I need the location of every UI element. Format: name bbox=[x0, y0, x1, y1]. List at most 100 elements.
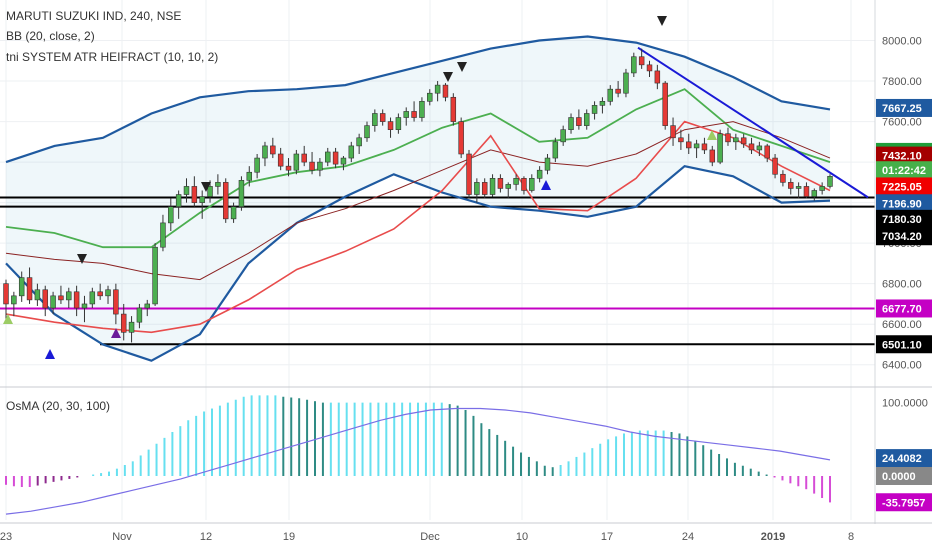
candle[interactable] bbox=[599, 97, 606, 114]
candle[interactable] bbox=[560, 125, 566, 146]
candle[interactable] bbox=[481, 178, 488, 199]
candle[interactable] bbox=[764, 143, 770, 163]
candle[interactable] bbox=[309, 151, 315, 175]
candle[interactable] bbox=[803, 182, 810, 199]
osma-histogram[interactable] bbox=[5, 395, 831, 515]
candle[interactable] bbox=[756, 141, 763, 157]
candle[interactable] bbox=[568, 113, 574, 134]
candle[interactable] bbox=[497, 174, 504, 193]
candle[interactable] bbox=[678, 129, 684, 150]
candle[interactable] bbox=[332, 147, 339, 169]
candlestick-series[interactable] bbox=[3, 48, 833, 343]
candle[interactable] bbox=[128, 316, 135, 343]
candle[interactable] bbox=[725, 127, 731, 146]
down-trendline[interactable] bbox=[637, 46, 869, 199]
candle[interactable] bbox=[97, 283, 103, 300]
candle[interactable] bbox=[442, 83, 449, 102]
candle[interactable] bbox=[576, 109, 582, 130]
candle[interactable] bbox=[285, 158, 292, 177]
candle[interactable] bbox=[325, 147, 331, 167]
candle[interactable] bbox=[301, 145, 307, 167]
candle[interactable] bbox=[583, 109, 590, 130]
candle[interactable] bbox=[638, 48, 645, 69]
candle[interactable] bbox=[3, 279, 9, 321]
candle[interactable] bbox=[293, 149, 300, 175]
bollinger-legend[interactable]: BB (20, close, 2) bbox=[6, 29, 95, 43]
candle[interactable] bbox=[113, 283, 119, 325]
candle[interactable] bbox=[780, 170, 786, 187]
candle[interactable] bbox=[58, 285, 64, 304]
candle[interactable] bbox=[73, 285, 80, 317]
candle[interactable] bbox=[772, 154, 778, 179]
candle[interactable] bbox=[136, 303, 143, 329]
candle[interactable] bbox=[521, 176, 527, 195]
candle[interactable] bbox=[819, 182, 825, 195]
candle[interactable] bbox=[552, 137, 559, 163]
candle[interactable] bbox=[411, 101, 417, 122]
candle[interactable] bbox=[372, 109, 378, 132]
candle[interactable] bbox=[686, 133, 692, 154]
candle[interactable] bbox=[144, 299, 150, 317]
candle[interactable] bbox=[693, 139, 700, 159]
candle[interactable] bbox=[160, 214, 166, 252]
candle[interactable] bbox=[419, 97, 425, 122]
osma-legend[interactable]: OsMA (20, 30, 100) bbox=[6, 399, 111, 413]
candle[interactable] bbox=[168, 198, 174, 231]
candle[interactable] bbox=[709, 145, 716, 167]
atr-legend[interactable]: tni SYSTEM ATR HEIFRACT (10, 10, 2) bbox=[6, 50, 219, 64]
candle[interactable] bbox=[544, 154, 551, 175]
candle[interactable] bbox=[489, 174, 496, 197]
candle[interactable] bbox=[230, 202, 237, 223]
candle[interactable] bbox=[434, 81, 441, 102]
candle[interactable] bbox=[607, 85, 613, 106]
candle[interactable] bbox=[11, 291, 17, 317]
candle[interactable] bbox=[795, 182, 802, 199]
candle[interactable] bbox=[348, 141, 355, 163]
candle[interactable] bbox=[505, 182, 511, 199]
candle[interactable] bbox=[811, 188, 818, 201]
candle[interactable] bbox=[105, 285, 111, 304]
candle[interactable] bbox=[450, 93, 457, 126]
candle[interactable] bbox=[395, 113, 402, 134]
candle[interactable] bbox=[466, 149, 472, 199]
candle[interactable] bbox=[215, 174, 221, 195]
candle[interactable] bbox=[66, 287, 72, 308]
candle[interactable] bbox=[89, 287, 96, 308]
candle[interactable] bbox=[120, 303, 127, 341]
candle[interactable] bbox=[199, 190, 205, 219]
candle[interactable] bbox=[317, 158, 323, 177]
candle[interactable] bbox=[474, 178, 480, 203]
candle[interactable] bbox=[427, 89, 433, 106]
trendline[interactable] bbox=[637, 46, 869, 199]
candle[interactable] bbox=[748, 137, 755, 154]
candle[interactable] bbox=[238, 176, 245, 211]
candle[interactable] bbox=[733, 133, 739, 150]
candle[interactable] bbox=[262, 141, 268, 167]
candle[interactable] bbox=[81, 295, 88, 323]
candle[interactable] bbox=[654, 64, 661, 90]
candle[interactable] bbox=[513, 174, 519, 191]
candle[interactable] bbox=[356, 133, 362, 154]
candle[interactable] bbox=[717, 129, 723, 165]
candle[interactable] bbox=[387, 117, 394, 138]
candle[interactable] bbox=[50, 291, 56, 315]
candle[interactable] bbox=[740, 133, 747, 148]
candle[interactable] bbox=[223, 178, 229, 223]
candle[interactable] bbox=[152, 243, 158, 306]
candle[interactable] bbox=[183, 178, 190, 203]
candle[interactable] bbox=[246, 166, 253, 187]
candle[interactable] bbox=[364, 121, 370, 142]
candle[interactable] bbox=[670, 117, 676, 146]
symbol-legend[interactable]: MARUTI SUZUKI IND, 240, NSE bbox=[6, 9, 182, 23]
candle[interactable] bbox=[18, 271, 25, 302]
candle[interactable] bbox=[623, 68, 629, 98]
candle[interactable] bbox=[42, 285, 48, 317]
candle[interactable] bbox=[191, 176, 198, 207]
candle[interactable] bbox=[403, 107, 409, 126]
candle[interactable] bbox=[529, 174, 535, 193]
candle[interactable] bbox=[536, 166, 543, 183]
candle[interactable] bbox=[26, 267, 33, 304]
candle[interactable] bbox=[701, 137, 708, 154]
candle[interactable] bbox=[646, 60, 653, 77]
